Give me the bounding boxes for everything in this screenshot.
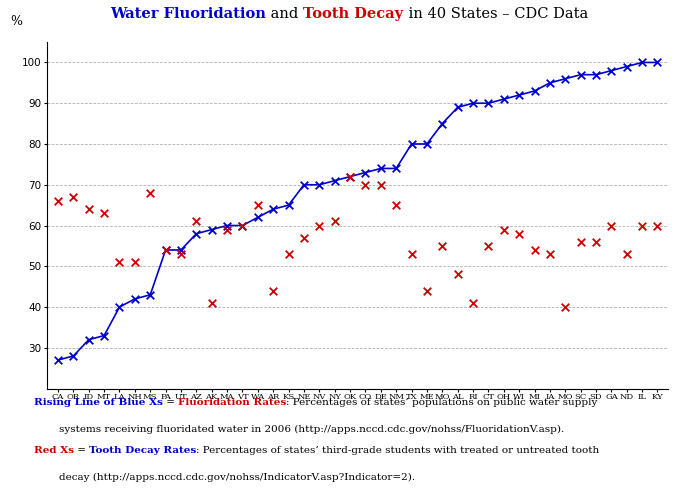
Point (498, 95, 509, 103)
Point (176, 246, 186, 254)
Point (545, 250, 556, 258)
Text: in 40 States – CDC Data: in 40 States – CDC Data (404, 7, 588, 21)
Point (375, 164, 386, 172)
Point (652, 222, 663, 230)
Point (575, 238, 586, 246)
Text: decay (http://apps.nccd.cdc.gov/nohss/IndicatorV.asp?Indicator=2).: decay (http://apps.nccd.cdc.gov/nohss/In… (59, 473, 416, 482)
Point (483, 99, 494, 107)
Text: Tooth Decay Rates: Tooth Decay Rates (89, 446, 196, 455)
Point (637, 222, 647, 230)
Point (406, 140, 417, 148)
Point (252, 213, 263, 221)
Point (145, 189, 156, 197)
Point (591, 238, 601, 246)
Point (514, 91, 524, 99)
Point (237, 222, 248, 230)
Point (221, 222, 232, 230)
Point (406, 250, 417, 258)
Point (68, 193, 79, 201)
Point (191, 230, 202, 238)
Point (130, 295, 140, 303)
Point (606, 67, 617, 75)
Point (268, 205, 279, 213)
Point (391, 164, 402, 172)
Point (622, 250, 632, 258)
Point (207, 299, 217, 307)
Point (622, 62, 632, 70)
Point (452, 103, 463, 111)
Point (637, 58, 647, 66)
Text: Fluoridation Rates: Fluoridation Rates (178, 398, 286, 407)
Text: and: and (267, 7, 303, 21)
Point (314, 181, 325, 189)
Text: Rising Line of Blue Xs: Rising Line of Blue Xs (34, 398, 163, 407)
Point (529, 87, 540, 95)
Text: : Percentages of states’ populations on public water supply: : Percentages of states’ populations on … (286, 398, 597, 407)
Point (498, 226, 509, 234)
Point (421, 140, 432, 148)
Point (391, 201, 402, 209)
Point (375, 181, 386, 189)
Point (437, 242, 448, 250)
Point (560, 303, 570, 311)
Point (145, 291, 156, 299)
Point (452, 270, 463, 278)
Point (575, 71, 586, 79)
Point (545, 79, 556, 87)
Point (329, 217, 340, 225)
Text: Water Fluoridation: Water Fluoridation (111, 7, 267, 21)
Point (468, 99, 479, 107)
Point (191, 217, 202, 225)
Point (360, 181, 371, 189)
Point (268, 287, 279, 295)
Point (160, 246, 171, 254)
Point (345, 173, 356, 181)
Text: %: % (10, 15, 22, 28)
Point (652, 58, 663, 66)
Point (237, 222, 248, 230)
Point (483, 242, 494, 250)
Point (329, 177, 340, 185)
Point (83, 205, 94, 213)
Point (360, 169, 371, 177)
Point (221, 226, 232, 234)
Point (345, 173, 356, 181)
Text: : Percentages of states’ third-grade students with treated or untreated tooth: : Percentages of states’ third-grade stu… (196, 446, 599, 455)
Text: =: = (163, 398, 178, 407)
Text: =: = (74, 446, 89, 455)
Point (83, 336, 94, 344)
Point (298, 181, 309, 189)
Point (468, 299, 479, 307)
Point (252, 201, 263, 209)
Text: systems receiving fluoridated water in 2006 (http://apps.nccd.cdc.gov/nohss/Fluo: systems receiving fluoridated water in 2… (59, 425, 565, 434)
Point (114, 258, 125, 266)
Point (160, 246, 171, 254)
Point (207, 226, 217, 234)
Point (560, 75, 570, 83)
Point (591, 71, 601, 79)
Point (437, 120, 448, 128)
Point (99, 332, 109, 340)
Point (314, 222, 325, 230)
Point (68, 352, 79, 360)
Point (421, 287, 432, 295)
Point (284, 250, 294, 258)
Point (53, 356, 63, 364)
Point (606, 222, 617, 230)
Point (114, 303, 125, 311)
Point (514, 230, 524, 238)
Text: Tooth Decay: Tooth Decay (303, 7, 404, 21)
Text: Red Xs: Red Xs (34, 446, 74, 455)
Point (529, 246, 540, 254)
Point (99, 209, 109, 217)
Point (130, 258, 140, 266)
Point (176, 250, 186, 258)
Point (53, 197, 63, 205)
Point (284, 201, 294, 209)
Point (298, 234, 309, 242)
